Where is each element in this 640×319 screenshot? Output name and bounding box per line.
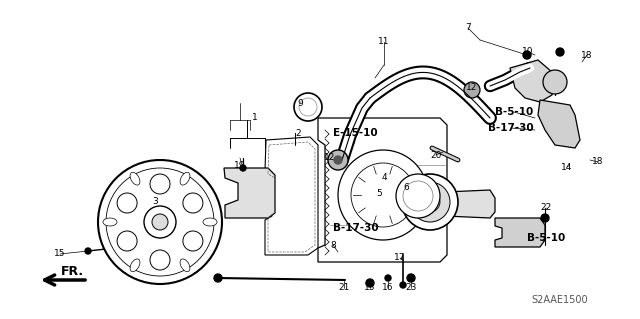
Circle shape [410, 182, 450, 222]
Text: 12: 12 [467, 84, 477, 93]
Circle shape [152, 214, 168, 230]
Circle shape [98, 160, 222, 284]
Circle shape [464, 82, 480, 98]
Text: 7: 7 [465, 24, 471, 33]
Text: 18: 18 [581, 50, 593, 60]
Text: 1: 1 [252, 114, 258, 122]
Circle shape [523, 51, 531, 59]
Circle shape [541, 214, 549, 222]
Polygon shape [538, 100, 580, 148]
Text: B-5-10: B-5-10 [495, 107, 533, 117]
Text: 22: 22 [540, 204, 552, 212]
Text: 10: 10 [522, 48, 534, 56]
Polygon shape [318, 118, 447, 262]
Text: 20: 20 [430, 151, 442, 160]
Text: 6: 6 [403, 183, 409, 192]
Polygon shape [224, 168, 275, 218]
Ellipse shape [130, 259, 140, 272]
Circle shape [106, 168, 214, 276]
Circle shape [366, 279, 374, 287]
Text: 14: 14 [561, 162, 573, 172]
Text: E-15-10: E-15-10 [333, 128, 378, 138]
Circle shape [338, 150, 428, 240]
Text: FR.: FR. [60, 265, 84, 278]
Circle shape [543, 70, 567, 94]
Ellipse shape [103, 218, 117, 226]
Circle shape [150, 174, 170, 194]
Polygon shape [495, 218, 545, 247]
Circle shape [407, 274, 415, 282]
Text: 18: 18 [592, 158, 604, 167]
Circle shape [400, 282, 406, 288]
Text: 19: 19 [234, 160, 246, 169]
Circle shape [150, 250, 170, 270]
Ellipse shape [180, 259, 190, 272]
Polygon shape [265, 137, 318, 255]
Circle shape [556, 48, 564, 56]
Text: 16: 16 [382, 284, 394, 293]
Text: B-17-30: B-17-30 [333, 223, 379, 233]
Text: B-5-10: B-5-10 [527, 233, 565, 243]
Circle shape [240, 165, 246, 171]
Circle shape [328, 150, 348, 170]
Circle shape [385, 275, 391, 281]
Text: S2AAE1500: S2AAE1500 [532, 295, 588, 305]
Text: 21: 21 [339, 284, 349, 293]
Circle shape [294, 93, 322, 121]
Text: 11: 11 [378, 38, 390, 47]
Text: 5: 5 [376, 189, 382, 197]
Polygon shape [445, 190, 495, 218]
Circle shape [334, 156, 342, 164]
Text: 15: 15 [54, 249, 66, 258]
Text: 17: 17 [394, 254, 406, 263]
Text: 8: 8 [330, 241, 336, 249]
Circle shape [214, 274, 222, 282]
Circle shape [144, 206, 176, 238]
Text: 9: 9 [297, 99, 303, 108]
Circle shape [420, 192, 440, 212]
Circle shape [402, 174, 458, 230]
Text: 13: 13 [364, 284, 376, 293]
Circle shape [396, 174, 440, 218]
Ellipse shape [130, 172, 140, 185]
Circle shape [183, 193, 203, 213]
Circle shape [403, 181, 433, 211]
Text: B-17-30: B-17-30 [488, 123, 534, 133]
Text: 4: 4 [381, 174, 387, 182]
Circle shape [183, 231, 203, 251]
Polygon shape [510, 60, 552, 102]
Ellipse shape [180, 172, 190, 185]
Text: 3: 3 [152, 197, 158, 206]
Circle shape [117, 231, 137, 251]
Circle shape [351, 163, 415, 227]
Circle shape [85, 248, 91, 254]
Text: 12: 12 [324, 153, 336, 162]
Circle shape [299, 98, 317, 116]
Ellipse shape [203, 218, 217, 226]
Text: 2: 2 [295, 129, 301, 137]
Text: 23: 23 [405, 284, 417, 293]
Circle shape [117, 193, 137, 213]
